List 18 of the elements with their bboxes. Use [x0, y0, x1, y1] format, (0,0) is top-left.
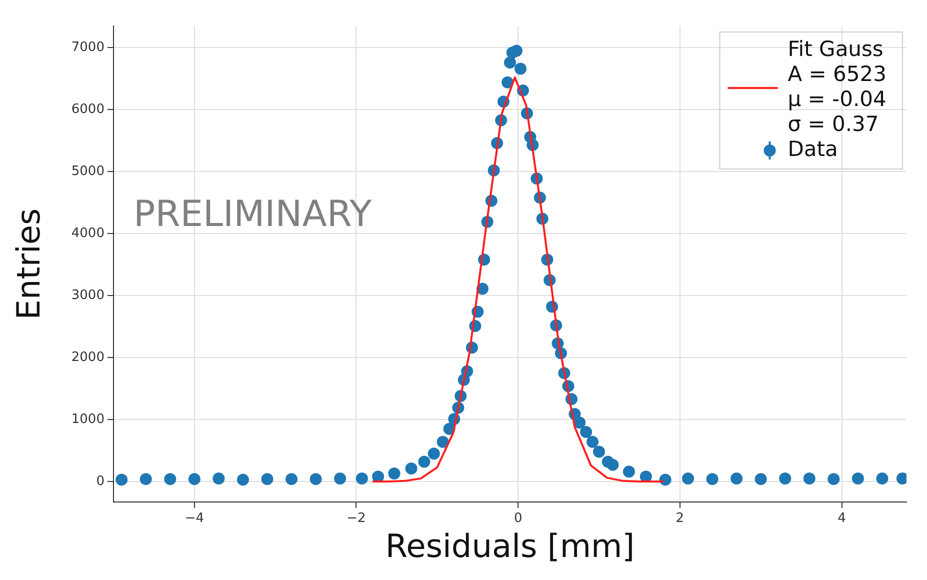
y-tick-label: 5000: [71, 164, 104, 180]
y-tick-label: 0: [96, 474, 104, 489]
x-tick-label: 0: [514, 511, 522, 526]
y-tick-label: 1000: [71, 412, 104, 427]
x-tick-label: −2: [346, 511, 366, 526]
legend-label: Fit Gauss A = 6523 μ = -0.04 σ = 0.37: [788, 36, 887, 136]
x-tick-label: 4: [838, 511, 846, 526]
y-tick-label: 3000: [71, 288, 104, 303]
x-axis-title: Residuals [mm]: [385, 527, 635, 566]
y-axis-title: Entries: [10, 208, 48, 320]
y-tick-label: 6000: [71, 102, 104, 118]
y-tick-label: 4000: [71, 226, 104, 242]
legend-label: Data: [788, 136, 838, 161]
y-tick-label: 7000: [71, 40, 104, 56]
annotation: PRELIMINARY: [133, 194, 373, 235]
y-tick-label: 2000: [71, 350, 104, 365]
x-tick-label: 2: [676, 511, 684, 526]
x-tick-label: −4: [184, 511, 204, 526]
